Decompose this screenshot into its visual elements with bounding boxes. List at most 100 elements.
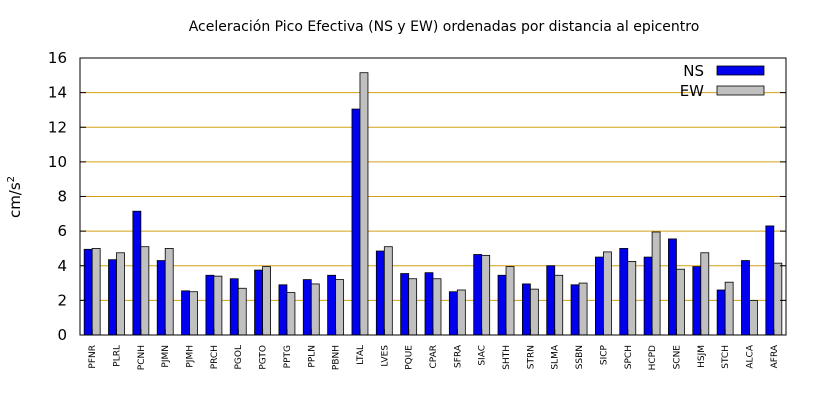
bar-ew-cpar [432, 278, 442, 336]
bar-ns-plrl [108, 259, 117, 336]
x-tick-label: PJMH [186, 345, 196, 368]
bar-ns-pfnr [83, 248, 93, 336]
x-tick-label: STRN [526, 345, 536, 369]
bar-ew-spch [627, 261, 637, 336]
bar-ew-pfnr [91, 248, 101, 336]
bar-ns-spch [619, 248, 629, 336]
y-tick-label: 12 [48, 118, 67, 136]
bar-ew-pptg [286, 292, 296, 336]
grid-lines [80, 92, 786, 301]
bar-ew-hcpd [651, 231, 661, 336]
bar-ew-pcnh [140, 246, 150, 336]
bar-ns-prch [205, 274, 215, 336]
x-tick-label: PGOL [234, 345, 244, 370]
x-tick-label: STCH [721, 345, 731, 369]
x-tick-label: PLRL [113, 345, 123, 367]
x-tick-label: PRCH [210, 345, 220, 369]
bar-ew-ltal [359, 72, 369, 336]
y-tick-label: 2 [57, 291, 67, 309]
bar-ns-sicp [595, 256, 604, 336]
bar-ns-pque [400, 273, 410, 336]
bar-ew-pgol [237, 287, 247, 336]
bar-ns-sfra [448, 291, 458, 336]
y-tick-label: 0 [57, 326, 67, 344]
bar-ns-hsjm [692, 266, 702, 336]
bar-ew-siac [481, 254, 491, 336]
x-axis-ticks: PFNR PLRL PCNH PJMN PJMH PRCH PGOL PGTO PPTG PPLN… [88, 329, 780, 370]
y-tick-label: 8 [57, 188, 67, 206]
legend-swatch-ew [716, 85, 765, 96]
bar-ew-hsjm [700, 252, 710, 336]
bar-ns-pgol [229, 278, 239, 336]
y-tick-label: 4 [57, 257, 67, 275]
x-tick-label: PPLN [307, 345, 317, 368]
bar-ns-afra [765, 225, 775, 336]
legend-label-ns: NS [683, 62, 704, 80]
x-tick-label: AFRA [770, 344, 780, 368]
bar-ns-pbnh [327, 274, 337, 336]
x-tick-label: PCNH [137, 345, 147, 370]
bar-ns-ppln [302, 279, 312, 336]
bar-ew-lves [383, 246, 393, 336]
x-tick-label: ALCA [745, 344, 755, 368]
bar-ns-stch [716, 289, 726, 336]
bar-ew-slma [554, 274, 564, 336]
bar-ew-strn [529, 288, 539, 336]
bar-ew-shth [505, 266, 515, 336]
bar-ns-hcpd [643, 256, 653, 336]
bar-ew-sfra [456, 289, 466, 336]
y-axis-ticks: 0 2 4 6 8 10 12 14 16 [48, 49, 786, 344]
bar-ew-pgto [262, 266, 271, 336]
bar-ns-shth [497, 274, 507, 336]
bar-ew-plrl [116, 252, 125, 336]
bar-ns-alca [741, 260, 750, 336]
x-tick-label: SPCH [624, 345, 634, 369]
x-tick-label: PFNR [88, 345, 98, 369]
bar-ew-afra [773, 262, 783, 336]
x-tick-label: SLMA [551, 344, 561, 369]
bar-ew-ssbn [578, 282, 588, 336]
x-tick-label: SHTH [502, 345, 512, 370]
bar-ns-ltal [351, 108, 361, 336]
legend-swatch-ns [716, 65, 765, 76]
bar-ns-pptg [278, 284, 288, 336]
bar-ew-stch [724, 281, 734, 336]
x-tick-label: SFRA [453, 344, 463, 368]
legend-label-ew: EW [680, 82, 704, 100]
bar-ew-prch [213, 275, 223, 336]
bar-ns-ssbn [570, 284, 580, 336]
x-tick-label: PBNH [332, 345, 342, 370]
bar-ew-pbnh [335, 279, 345, 336]
y-tick-label: 6 [57, 222, 67, 240]
legend: NS EW [680, 62, 765, 100]
chart-title: Aceleración Pico Efectiva (NS y EW) orde… [189, 19, 700, 35]
bar-ew-pque [408, 278, 418, 336]
x-tick-label: PQUE [405, 345, 415, 370]
x-tick-label: SCNE [672, 345, 682, 370]
x-tick-label: SICP [599, 344, 609, 365]
bar-ew-scne [676, 268, 685, 336]
bar-ew-pjmh [189, 291, 198, 336]
x-tick-label: PGTO [259, 345, 269, 370]
bar-ew-alca [749, 299, 758, 336]
bar-ew-ppln [310, 283, 320, 336]
bar-ns-scne [668, 238, 677, 336]
bar-ew-pjmn [164, 248, 174, 336]
x-tick-label: SSBN [575, 345, 585, 369]
x-tick-label: LVES [380, 345, 390, 367]
x-tick-label: HCPD [648, 345, 658, 370]
bar-ns-slma [546, 265, 556, 336]
y-tick-label: 14 [48, 84, 67, 102]
bar-ns-pjmn [156, 260, 166, 336]
x-tick-label: HSJM [697, 345, 707, 368]
x-tick-label: PJMN [161, 345, 171, 368]
bar-ns-pjmh [181, 290, 190, 336]
bar-ns-siac [473, 254, 483, 336]
x-tick-label: CPAR [429, 345, 439, 369]
y-tick-label: 16 [48, 49, 67, 67]
bar-ns-strn [521, 283, 531, 336]
x-tick-label: LTAL [356, 345, 366, 365]
y-tick-label: 10 [48, 153, 67, 171]
bar-ns-cpar [424, 272, 434, 336]
